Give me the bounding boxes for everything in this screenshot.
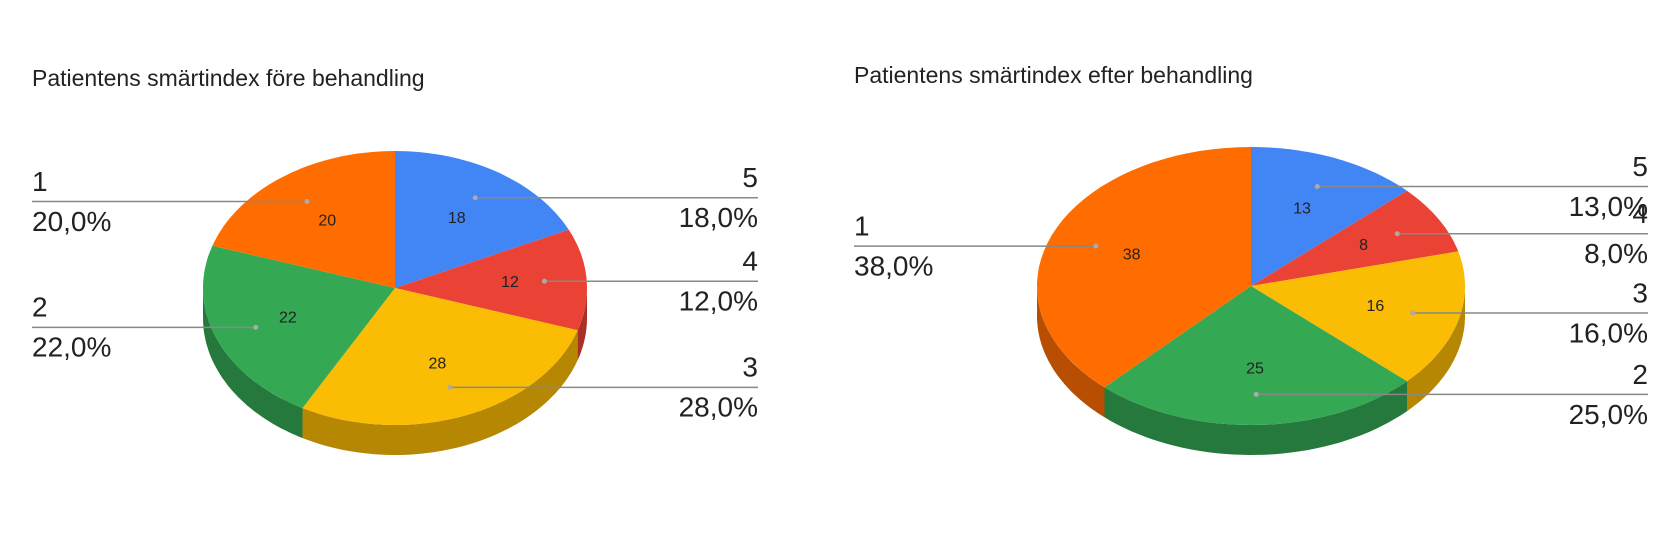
chart-title: Patientens smärtindex efter behandling [854, 62, 1253, 88]
legend-label: 3 [1632, 277, 1648, 308]
percent-label: 28,0% [679, 392, 758, 423]
leader-dot [1410, 310, 1416, 316]
legend-label: 1 [32, 166, 48, 197]
percent-label: 16,0% [1569, 317, 1648, 348]
slice [395, 229, 587, 331]
slice-side [1037, 286, 1105, 418]
slice-value: 25 [1246, 361, 1264, 378]
slice-value: 8 [1359, 237, 1368, 254]
slice-value: 18 [448, 210, 466, 227]
percent-label: 12,0% [679, 286, 758, 317]
percent-label: 22,0% [32, 332, 111, 363]
slice-value: 16 [1366, 298, 1384, 315]
legend-label: 3 [742, 352, 758, 383]
slice-value: 38 [1123, 247, 1141, 264]
slice-side [203, 288, 303, 439]
legend-label: 2 [32, 292, 48, 323]
leader-dot [304, 199, 310, 205]
slice-value: 12 [501, 274, 519, 291]
slice [395, 151, 569, 288]
slice-side [1104, 381, 1407, 455]
slice [1104, 286, 1407, 425]
slice [1251, 190, 1459, 286]
leader-dot [1253, 391, 1259, 397]
percent-label: 25,0% [1569, 399, 1648, 430]
leader-dot [253, 324, 259, 330]
leader-dot [541, 278, 547, 284]
slice-value: 20 [318, 213, 336, 230]
legend-label: 1 [854, 210, 870, 241]
percent-label: 38,0% [854, 250, 933, 281]
slice-value: 28 [429, 356, 447, 373]
percent-label: 20,0% [32, 206, 111, 237]
slice-side [302, 330, 578, 455]
leader-dot [1394, 231, 1400, 237]
legend-label: 4 [742, 246, 758, 277]
slice-value: 22 [279, 309, 297, 326]
legend-label: 2 [1632, 359, 1648, 390]
leader-dot [472, 195, 478, 201]
legend-label: 4 [1632, 198, 1648, 229]
percent-label: 8,0% [1584, 238, 1648, 269]
leader-dot [1314, 183, 1320, 189]
legend-label: 5 [742, 162, 758, 193]
legend-label: 5 [1632, 151, 1648, 182]
chart-title: Patientens smärtindex före behandling [32, 65, 425, 91]
slice [203, 245, 395, 409]
slice [212, 151, 395, 288]
slice [1251, 251, 1465, 382]
slice-side [1407, 286, 1465, 412]
slice-value: 13 [1293, 201, 1311, 218]
slice [302, 288, 578, 425]
percent-label: 13,0% [1569, 191, 1648, 222]
leader-dot [447, 384, 453, 390]
slice-side [577, 288, 587, 361]
slice [1037, 147, 1251, 388]
percent-label: 18,0% [679, 202, 758, 233]
leader-dot [1093, 243, 1099, 249]
slice [1251, 147, 1407, 286]
